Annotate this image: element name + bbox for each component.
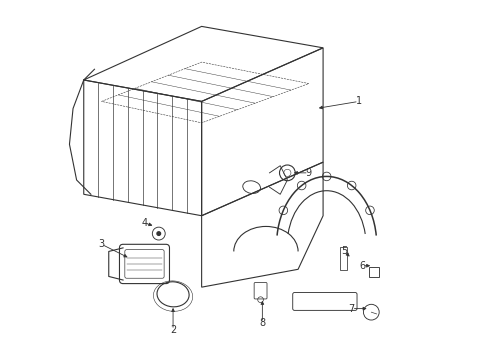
Text: 9: 9 (305, 168, 311, 178)
Text: 4: 4 (141, 218, 147, 228)
Text: 2: 2 (170, 325, 176, 335)
Text: 8: 8 (259, 318, 265, 328)
Text: 7: 7 (348, 303, 354, 314)
Text: 5: 5 (341, 247, 347, 256)
Text: 1: 1 (355, 96, 361, 107)
Text: 6: 6 (359, 261, 365, 271)
Text: 3: 3 (99, 239, 104, 249)
Circle shape (157, 232, 160, 235)
